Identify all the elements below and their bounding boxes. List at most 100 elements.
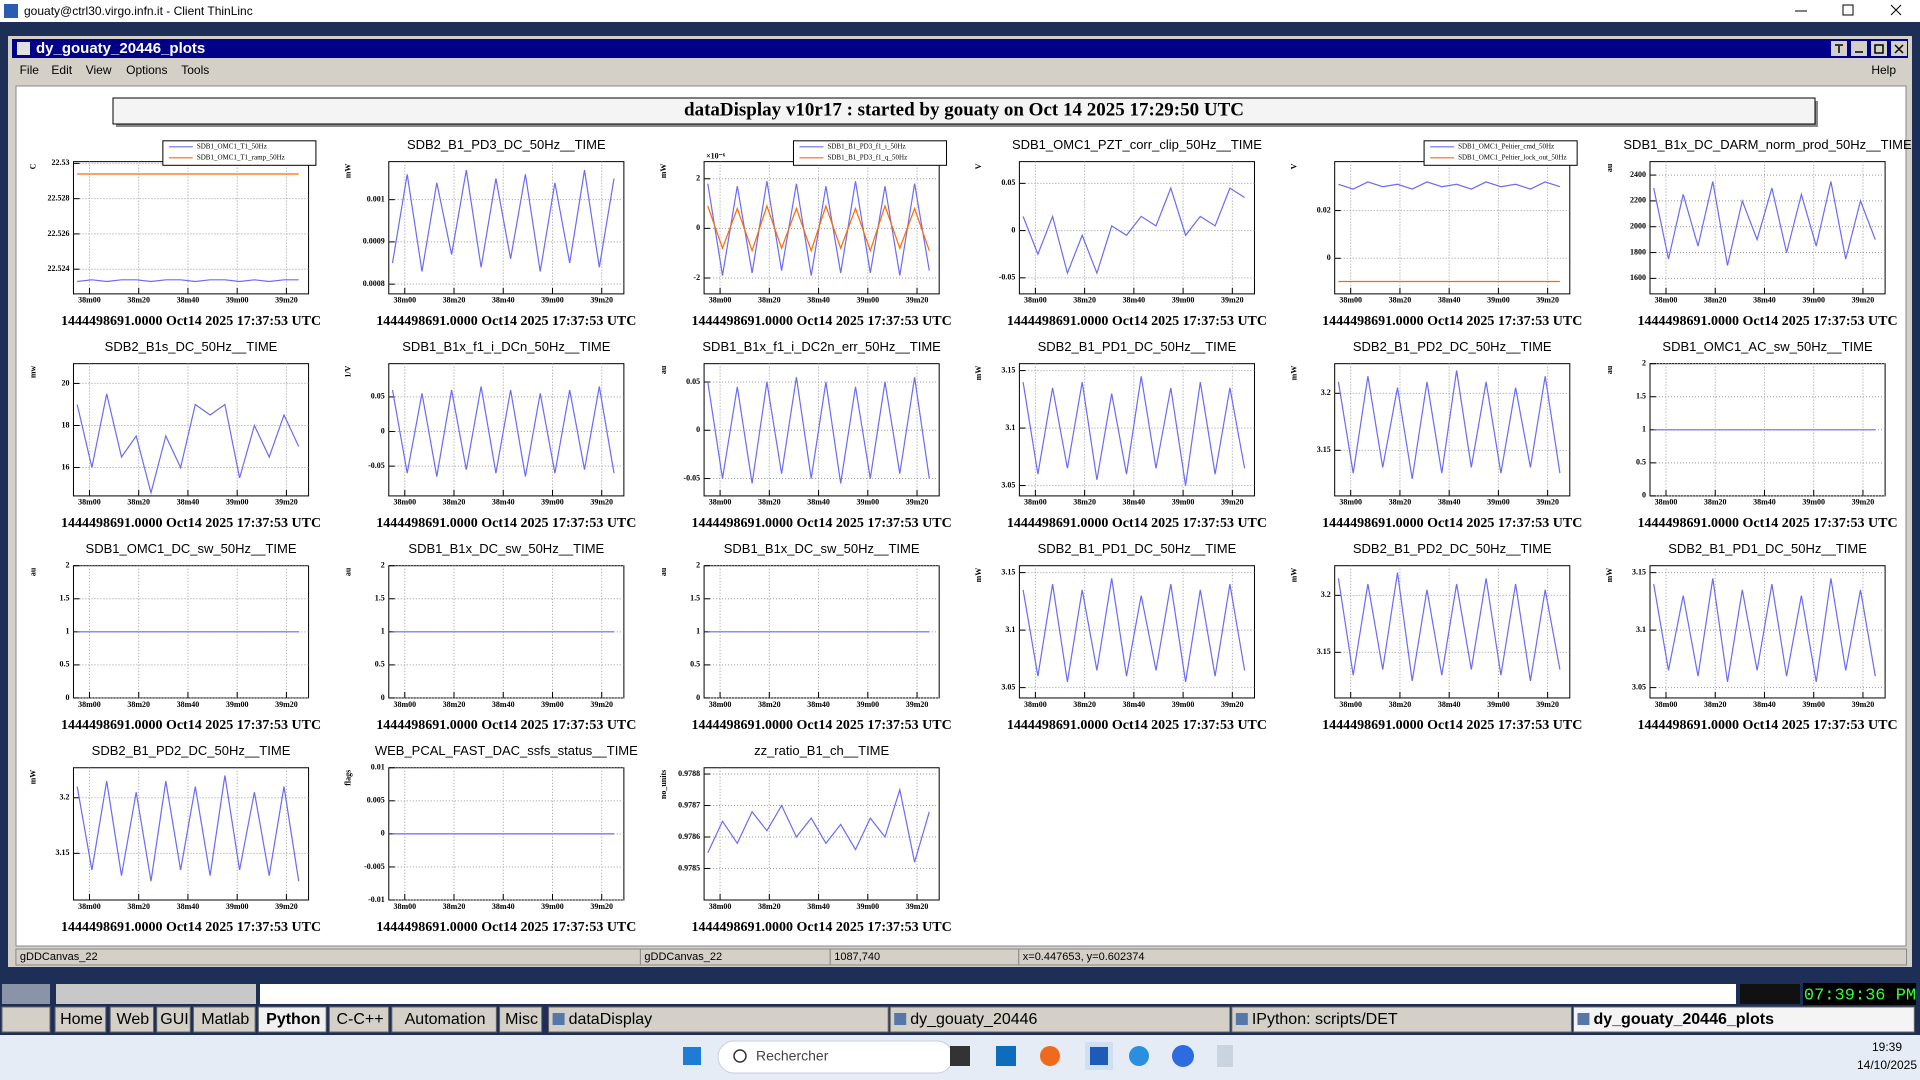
y-tick-label: 3.1 [1636,625,1646,634]
plot-frame [1335,162,1570,294]
y-axis-label: no_units [659,770,668,799]
menu-item[interactable]: Options [126,63,167,77]
panel-menu-button[interactable] [2,1007,50,1032]
plot-frame [73,768,308,900]
y-tick-label: 1.5 [59,594,69,603]
y-tick-label: 3.05 [1632,682,1646,691]
x-tick-label: 38m00 [393,700,416,709]
plot-footer: 1444498691.0000 Oct14 2025 17:37:53 UTC [1322,314,1582,329]
x-tick-label: 38m40 [1438,498,1461,507]
x-tick-label: 39m20 [590,700,613,709]
minimize-button[interactable] [1851,41,1867,56]
x-tick-label: 38m00 [1339,700,1362,709]
plot-frame [389,162,624,294]
launcher-label[interactable]: Automation [405,1011,486,1028]
y-tick-label: -0.05 [368,461,385,470]
launcher-label[interactable]: C-C++ [336,1011,383,1028]
y-tick-label: 0 [696,693,700,702]
plot-frame [1019,364,1254,496]
x-tick-label: 38m20 [758,296,781,305]
launcher-label[interactable]: Web [117,1011,150,1028]
x-tick-label: 39m00 [226,902,249,911]
launcher-label[interactable]: Matlab [201,1011,249,1028]
taskbar-app[interactable] [1129,1046,1149,1066]
x-tick-label: 38m00 [709,498,732,507]
x-tick-label: 38m40 [1123,296,1146,305]
x-tick-label: 39m00 [226,700,249,709]
x-tick-label: 39m20 [1536,498,1559,507]
x-tick-label: 38m40 [492,296,515,305]
plot-title: SDB2_B1_PD1_DC_50Hz__TIME [1038,541,1237,556]
launcher-label[interactable]: Home [60,1011,103,1028]
y-tick-label: 18 [61,420,69,429]
panel-monitor [1740,984,1800,1004]
y-tick-label: 22.53 [51,158,69,167]
task-label[interactable]: IPython: scripts/DET [1252,1011,1398,1028]
start-button[interactable] [683,1047,701,1065]
x-tick-label: 39m20 [275,296,298,305]
launcher-label[interactable]: GUI [160,1011,188,1028]
taskbar-app[interactable] [1172,1045,1194,1067]
taskbar-app[interactable] [1217,1045,1233,1067]
y-axis-label: flags [344,770,353,786]
legend-label: SDB1_B1_PD3_f1_q_50Hz [827,153,907,161]
x-tick-label: 38m20 [1073,700,1096,709]
menu-item[interactable]: Tools [181,63,209,77]
y-tick-label: 0.005 [367,796,385,805]
y-tick-label: 0.5 [690,660,700,669]
taskbar-app[interactable] [1090,1047,1108,1065]
panel-logo[interactable] [2,984,50,1004]
launcher-label[interactable]: Python [266,1011,320,1028]
x-tick-label: 38m20 [443,498,466,507]
y-tick-label: 0.05 [686,377,700,386]
x-tick-label: 39m20 [906,296,929,305]
panel-clock: 07:39:36 PM [1804,986,1916,1005]
taskbar-app[interactable] [996,1046,1016,1066]
task-label[interactable]: dy_gouaty_20446 [910,1011,1037,1028]
plot-footer: 1444498691.0000 Oct14 2025 17:37:53 UTC [1007,516,1267,531]
x-tick-label: 39m00 [1487,498,1510,507]
y-tick-label: 0.9787 [678,800,700,809]
y-tick-label: 1.5 [1636,392,1646,401]
x-tick-label: 38m20 [127,296,150,305]
x-tick-label: 39m00 [856,296,879,305]
panel-quick-launch[interactable] [56,984,256,1004]
task-label[interactable]: dy_gouaty_20446_plots [1593,1011,1774,1028]
client-title: gouaty@ctrl30.virgo.infn.it - Client Thi… [24,4,253,18]
x-tick-label: 38m20 [1073,498,1096,507]
plot-footer: 1444498691.0000 Oct14 2025 17:37:53 UTC [376,516,636,531]
x-tick-label: 39m00 [856,700,879,709]
y-tick-label: 2 [1642,359,1646,368]
plot-title: SDB1_B1x_DC_sw_50Hz__TIME [724,541,920,556]
y-tick-label: 0.5 [375,660,385,669]
x-tick-label: 39m00 [1487,700,1510,709]
menu-help[interactable]: Help [1871,63,1896,77]
y-tick-label: 0.5 [59,660,69,669]
plot-title: SDB1_OMC1_PZT_corr_clip_50Hz__TIME [1012,137,1262,152]
x-tick-label: 38m00 [78,902,101,911]
menu-item[interactable]: File [20,63,40,77]
menu-item[interactable]: View [86,63,112,77]
x-tick-label: 38m20 [1389,700,1412,709]
launcher-label[interactable]: Misc [505,1011,538,1028]
task-icon [894,1013,906,1025]
task-label[interactable]: dataDisplay [569,1011,653,1028]
x-tick-label: 39m00 [856,902,879,911]
taskbar-app[interactable] [1040,1046,1060,1066]
y-tick-label: -0.01 [368,895,385,904]
plot-footer: 1444498691.0000 Oct14 2025 17:37:53 UTC [61,314,321,329]
y-axis-label: au [344,567,353,576]
x-tick-label: 38m40 [177,498,200,507]
menu-item[interactable]: Edit [51,63,72,77]
x-tick-label: 39m20 [1852,498,1875,507]
x-tick-label: 38m40 [1123,498,1146,507]
y-tick-label: 0.01 [371,763,385,772]
app-title-bar [12,39,1908,58]
x-tick-label: 38m00 [1655,700,1678,709]
taskbar-app[interactable] [950,1046,970,1066]
y-tick-label: 1 [696,627,700,636]
search-box[interactable] [718,1041,953,1073]
x-tick-label: 39m20 [1221,296,1244,305]
y-tick-label: 22.524 [47,264,69,273]
x-tick-label: 38m20 [1073,296,1096,305]
